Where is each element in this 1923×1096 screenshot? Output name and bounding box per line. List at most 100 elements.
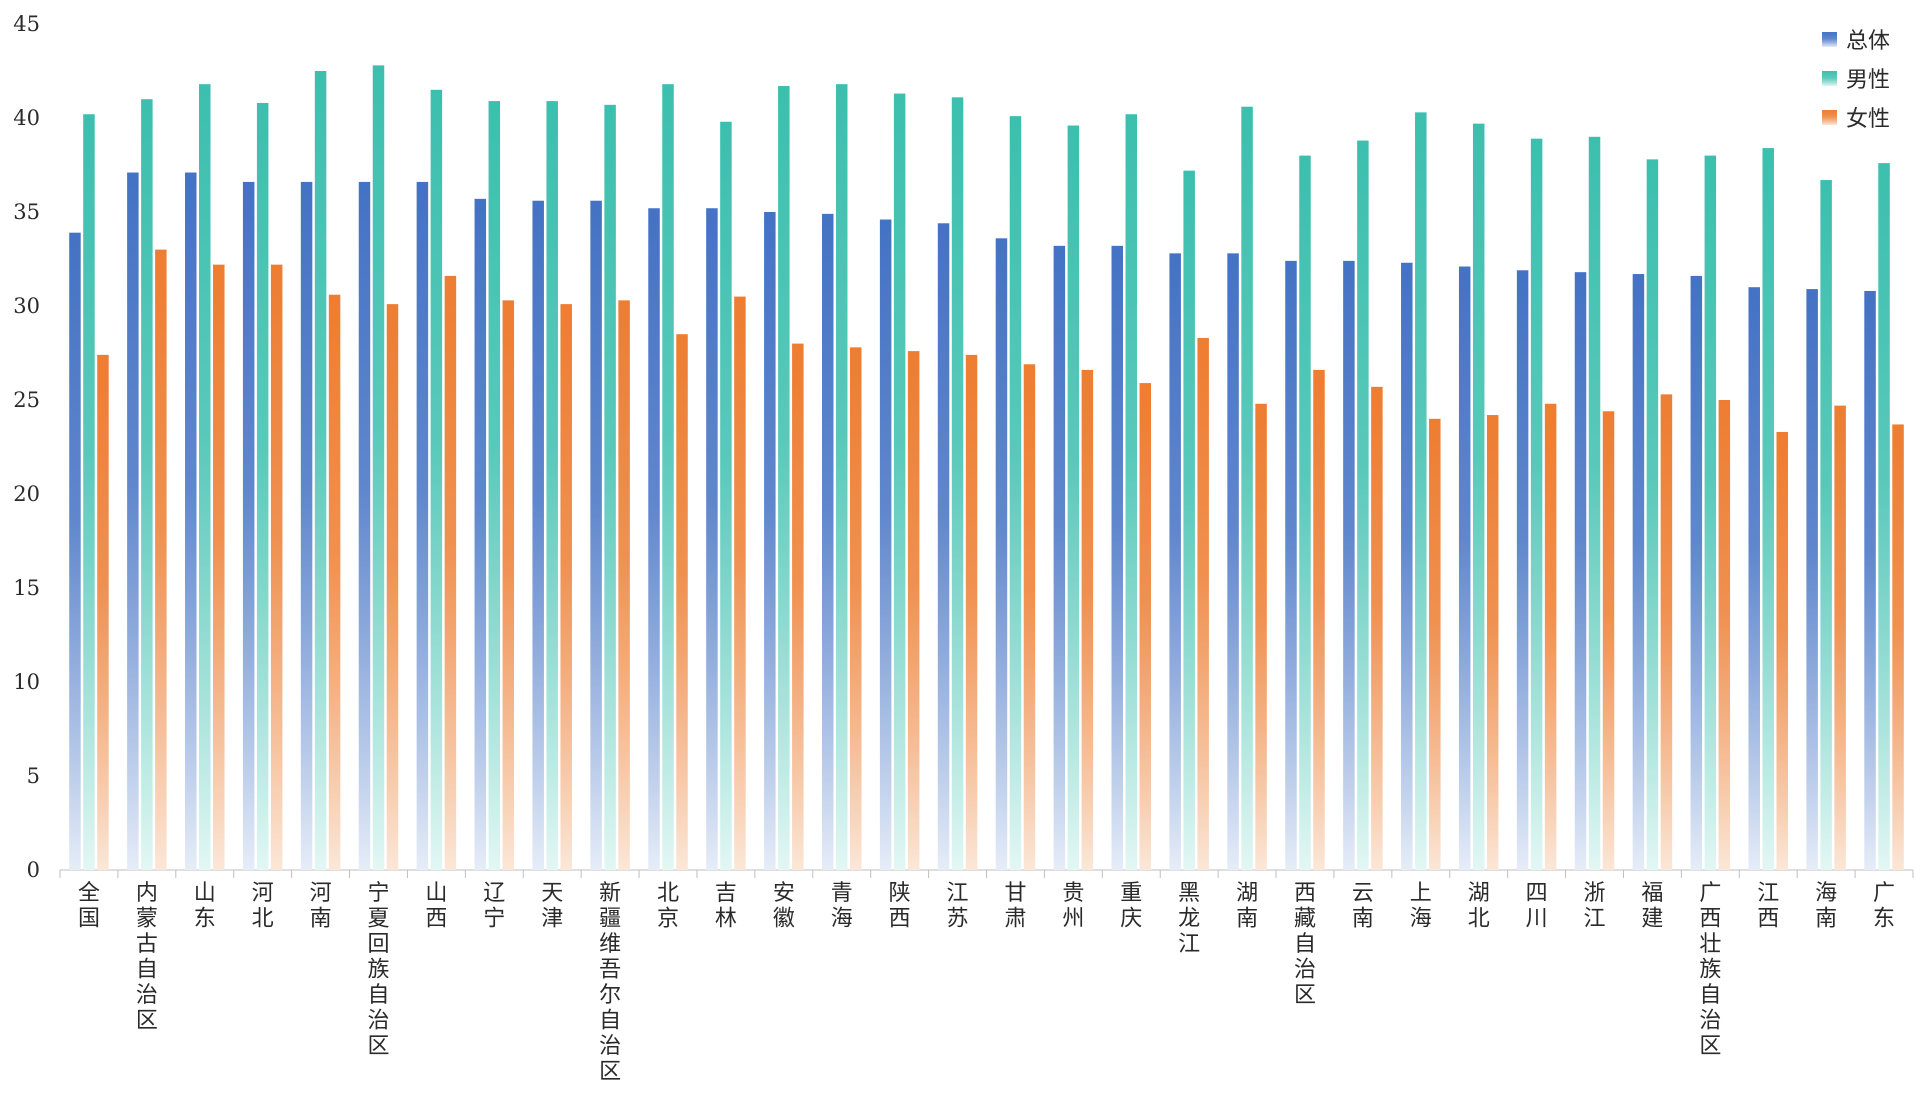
bars xyxy=(69,65,1904,871)
bar-女性 xyxy=(676,334,688,870)
x-category-label: 山东 xyxy=(194,881,216,932)
bar-女性 xyxy=(1139,383,1152,870)
bar-总体 xyxy=(416,181,429,871)
bar-女性 xyxy=(386,304,399,870)
legend-label: 总体 xyxy=(1846,29,1890,54)
legend-label: 女性 xyxy=(1846,107,1890,132)
x-category-label: 山西 xyxy=(425,881,447,932)
bar-总体 xyxy=(1458,266,1471,870)
bar-男性 xyxy=(256,102,269,870)
x-category-label: 北京 xyxy=(657,881,679,932)
bar-女性 xyxy=(444,275,457,870)
y-tick-label: 5 xyxy=(27,764,40,788)
bar-总体 xyxy=(185,172,197,870)
x-category-label: 辽宁 xyxy=(483,881,505,932)
bar-男性 xyxy=(1530,138,1543,870)
bar-总体 xyxy=(358,181,371,871)
bar-男性 xyxy=(141,99,153,870)
bar-总体 xyxy=(127,172,139,870)
bar-女性 xyxy=(618,300,630,870)
bar-女性 xyxy=(1486,415,1499,870)
bar-男性 xyxy=(720,121,732,870)
bar-男性 xyxy=(1357,140,1369,870)
bar-男性 xyxy=(1472,123,1485,870)
x-category-label: 海南 xyxy=(1815,881,1837,932)
x-category-label: 重庆 xyxy=(1120,881,1142,932)
bar-女性 xyxy=(1313,369,1325,870)
bar-男性 xyxy=(314,71,327,870)
legend-swatch xyxy=(1822,71,1837,86)
x-category-label: 安徽 xyxy=(773,881,795,932)
bar-男性 xyxy=(1762,148,1774,870)
bar-总体 xyxy=(937,223,950,870)
bar-总体 xyxy=(474,198,487,871)
bar-总体 xyxy=(1748,287,1760,870)
bar-女性 xyxy=(1197,337,1209,871)
x-category-label: 福建 xyxy=(1641,881,1663,932)
x-category-label: 云南 xyxy=(1352,881,1374,932)
x-category-label: 天津 xyxy=(541,881,563,932)
x-category-label: 湖南 xyxy=(1236,881,1258,932)
x-category-label: 广东 xyxy=(1873,881,1895,932)
bar-男性 xyxy=(1820,180,1832,871)
y-tick-label: 20 xyxy=(13,482,40,506)
bar-男性 xyxy=(778,86,790,871)
x-category-label: 河北 xyxy=(252,881,274,932)
bar-总体 xyxy=(1285,260,1297,870)
x-category-label: 全国 xyxy=(78,881,100,932)
y-tick-label: 10 xyxy=(13,670,40,694)
x-category-label: 新疆维吾尔自治区 xyxy=(599,881,621,1085)
bar-男性 xyxy=(1183,170,1195,870)
x-category-label: 贵州 xyxy=(1062,881,1084,932)
bar-男性 xyxy=(835,84,848,870)
x-category-label: 四川 xyxy=(1526,881,1548,932)
bar-总体 xyxy=(242,181,255,871)
bar-男性 xyxy=(1009,116,1022,871)
x-category-label: 甘肃 xyxy=(1004,881,1026,932)
bar-女性 xyxy=(1602,411,1615,870)
bar-总体 xyxy=(1401,262,1413,870)
bar-男性 xyxy=(1125,114,1138,871)
bar-男性 xyxy=(83,114,95,871)
x-category-label: 陕西 xyxy=(889,881,911,932)
bar-男性 xyxy=(488,101,501,870)
bar-女性 xyxy=(792,343,804,871)
bar-男性 xyxy=(951,97,964,870)
x-category-label: 江西 xyxy=(1757,881,1779,932)
legend-label: 男性 xyxy=(1846,68,1890,93)
bar-男性 xyxy=(893,93,906,870)
bar-总体 xyxy=(821,213,834,870)
bar-总体 xyxy=(300,181,313,871)
bar-总体 xyxy=(1806,289,1818,871)
bar-女性 xyxy=(849,347,862,870)
x-category-label: 上海 xyxy=(1410,881,1432,932)
bar-总体 xyxy=(1053,245,1066,871)
bar-总体 xyxy=(1690,275,1703,870)
bar-男性 xyxy=(199,84,211,870)
bar-女性 xyxy=(155,249,167,871)
y-tick-label: 40 xyxy=(13,106,40,130)
bar-男性 xyxy=(1415,112,1427,871)
bar-男性 xyxy=(604,104,616,871)
y-tick-label: 0 xyxy=(27,858,40,882)
bar-总体 xyxy=(1864,290,1876,871)
bar-女性 xyxy=(1892,424,1904,870)
bar-女性 xyxy=(270,264,283,870)
bar-男性 xyxy=(372,65,385,871)
y-tick-label: 25 xyxy=(13,388,40,412)
bar-总体 xyxy=(764,212,776,870)
bar-总体 xyxy=(532,200,544,871)
bar-女性 xyxy=(1834,405,1846,870)
bar-女性 xyxy=(1544,403,1557,870)
bar-总体 xyxy=(1632,274,1645,870)
bar-女性 xyxy=(1660,394,1673,870)
bar-女性 xyxy=(1371,386,1383,870)
bar-总体 xyxy=(1111,245,1124,871)
bar-总体 xyxy=(706,208,718,871)
bar-女性 xyxy=(1429,418,1441,870)
bar-男性 xyxy=(430,89,443,871)
bar-总体 xyxy=(1227,253,1239,871)
bar-女性 xyxy=(965,354,978,870)
bar-男性 xyxy=(1241,106,1253,871)
